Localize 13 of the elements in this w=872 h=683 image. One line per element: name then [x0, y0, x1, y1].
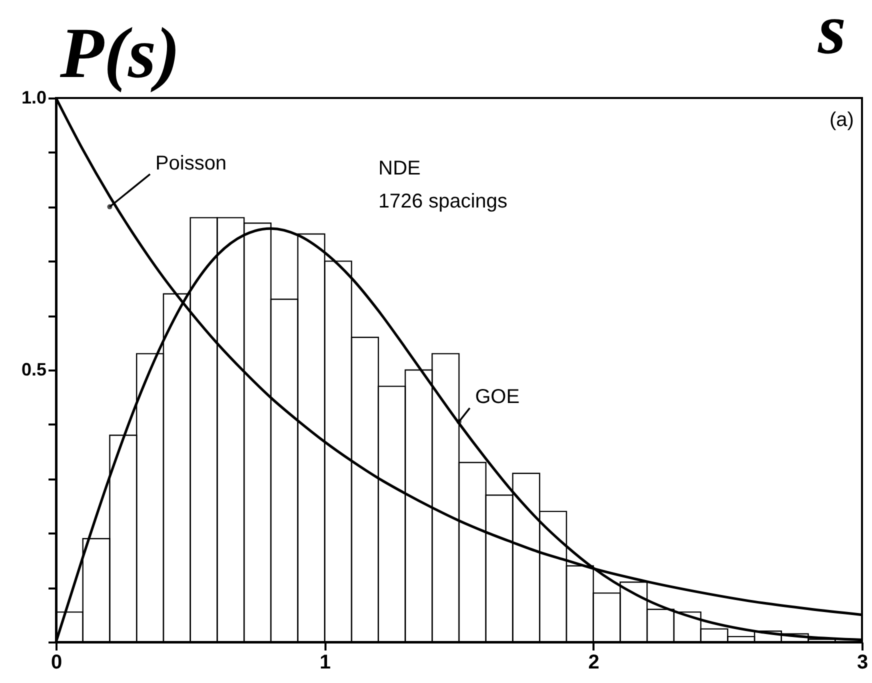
x-axis-title: s [816, 0, 846, 69]
x-tick-label: 3 [856, 652, 868, 674]
y-axis-title: P(s) [59, 13, 180, 93]
annotation: 1726 spacings [378, 190, 508, 212]
y-tick-label: 0.5 [21, 360, 46, 380]
series-label: GOE [475, 386, 520, 408]
y-tick-label: 1.0 [21, 88, 46, 108]
x-tick-label: 1 [320, 652, 331, 674]
annotation: (a) [829, 108, 854, 131]
x-tick-label: 2 [588, 652, 600, 674]
annotation: NDE [378, 158, 421, 180]
x-tick-label: 0 [50, 652, 62, 674]
text: Poisson [155, 152, 227, 174]
